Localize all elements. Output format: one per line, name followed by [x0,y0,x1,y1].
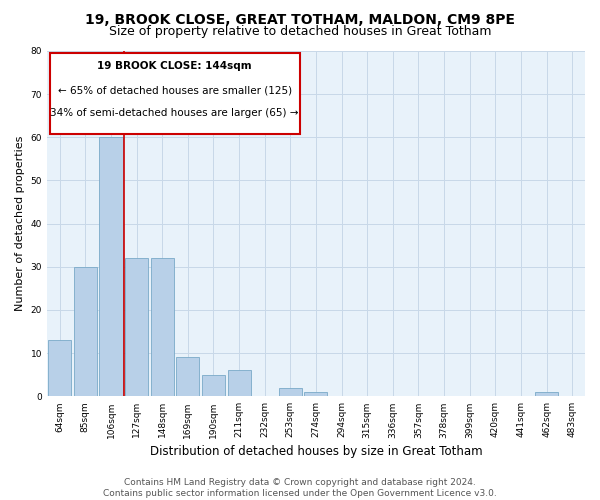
Text: 34% of semi-detached houses are larger (65) →: 34% of semi-detached houses are larger (… [50,108,299,118]
Bar [125,258,148,396]
Bar [74,267,97,396]
Bar [202,374,225,396]
Bar [176,358,199,397]
Y-axis label: Number of detached properties: Number of detached properties [15,136,25,312]
Bar [48,340,71,396]
FancyBboxPatch shape [50,52,300,134]
Text: Size of property relative to detached houses in Great Totham: Size of property relative to detached ho… [109,25,491,38]
Text: ← 65% of detached houses are smaller (125): ← 65% of detached houses are smaller (12… [58,86,292,96]
Text: 19 BROOK CLOSE: 144sqm: 19 BROOK CLOSE: 144sqm [97,62,252,72]
Text: Contains HM Land Registry data © Crown copyright and database right 2024.
Contai: Contains HM Land Registry data © Crown c… [103,478,497,498]
Bar [100,138,122,396]
Bar [304,392,328,396]
Bar [151,258,174,396]
Bar [279,388,302,396]
Bar [227,370,251,396]
X-axis label: Distribution of detached houses by size in Great Totham: Distribution of detached houses by size … [149,444,482,458]
Bar [535,392,558,396]
Text: 19, BROOK CLOSE, GREAT TOTHAM, MALDON, CM9 8PE: 19, BROOK CLOSE, GREAT TOTHAM, MALDON, C… [85,12,515,26]
